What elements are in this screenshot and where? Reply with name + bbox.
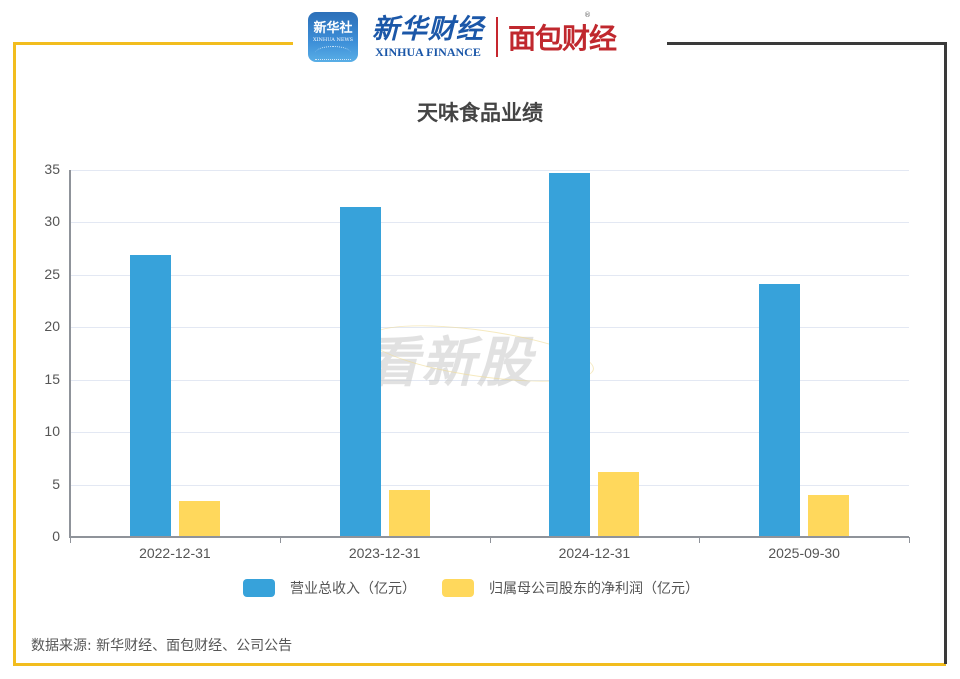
legend-swatch-revenue	[243, 579, 275, 597]
x-axis-line	[70, 536, 909, 538]
xinhua-finance-logo-subtext: XINHUA FINANCE	[375, 45, 481, 59]
frame-border-left	[13, 42, 16, 666]
frame-border-right	[944, 42, 947, 664]
legend-label-revenue: 营业总收入（亿元）	[290, 581, 416, 597]
gridline	[70, 327, 909, 328]
data-source-note: 数据来源: 新华财经、面包财经、公司公告	[31, 638, 293, 654]
bar-net-profit[interactable]	[178, 501, 220, 537]
bar-net-profit[interactable]	[388, 489, 430, 537]
frame-border-top-right	[667, 42, 947, 45]
x-tick	[490, 537, 491, 543]
bar-revenue[interactable]	[759, 284, 801, 537]
xinhua-news-logo: 新华社 XINHUA NEWS	[308, 12, 358, 62]
y-tick-label: 20	[44, 318, 60, 334]
watermark: 看新股	[365, 331, 533, 394]
y-tick-label: 0	[52, 528, 60, 544]
plot-area	[70, 170, 909, 537]
gridline	[70, 275, 909, 276]
gridline	[70, 380, 909, 381]
y-tick-label: 15	[44, 371, 60, 387]
network-icon	[315, 46, 351, 60]
gridline	[70, 222, 909, 223]
x-tick	[699, 537, 700, 543]
x-tick	[70, 537, 71, 543]
mianbao-logo-text: 面包财经	[508, 22, 617, 55]
y-tick-label: 30	[44, 213, 60, 229]
legend-item-net-profit[interactable]: 归属母公司股东的净利润（亿元）	[442, 578, 699, 598]
registered-mark: ®	[584, 11, 591, 19]
bar-net-profit[interactable]	[598, 472, 640, 537]
xinhua-news-logo-text: 新华社	[313, 21, 353, 36]
bar-revenue[interactable]	[129, 254, 171, 537]
y-tick-label: 10	[44, 423, 60, 439]
y-tick-label: 25	[44, 266, 60, 282]
xinhua-finance-logo: 新华财经 XINHUA FINANCE	[372, 14, 484, 60]
x-tick-label: 2024-12-31	[558, 545, 631, 561]
y-tick-label: 5	[52, 476, 60, 492]
y-axis-line	[69, 170, 71, 538]
gridline	[70, 485, 909, 486]
legend: 营业总收入（亿元） 归属母公司股东的净利润（亿元）	[243, 578, 725, 598]
xinhua-news-logo-subtext: XINHUA NEWS	[312, 37, 354, 43]
y-tick-label: 35	[44, 161, 60, 177]
frame-border-top-left	[14, 42, 293, 45]
header-logos: 新华社 XINHUA NEWS 新华财经 XINHUA FINANCE 面包财经…	[308, 10, 617, 64]
frame-border-bottom	[13, 663, 946, 666]
legend-label-net-profit: 归属母公司股东的净利润（亿元）	[489, 581, 699, 597]
bar-revenue[interactable]	[549, 173, 591, 537]
x-tick	[280, 537, 281, 543]
x-tick	[909, 537, 910, 543]
x-tick-label: 2025-09-30	[768, 545, 840, 561]
mianbao-finance-logo: 面包财经 ®	[508, 11, 617, 57]
xinhua-finance-logo-text: 新华财经	[372, 14, 484, 45]
x-tick-label: 2023-12-31	[348, 545, 421, 561]
legend-item-revenue[interactable]: 营业总收入（亿元）	[243, 578, 416, 598]
bar-net-profit[interactable]	[808, 495, 850, 537]
legend-swatch-net-profit	[442, 579, 474, 597]
logo-divider	[496, 17, 498, 57]
gridline	[70, 170, 909, 171]
gridline	[70, 432, 909, 433]
bar-revenue[interactable]	[339, 206, 381, 537]
chart-title: 天味食品业绩	[417, 101, 543, 125]
x-tick-label: 2022-12-31	[139, 545, 211, 561]
